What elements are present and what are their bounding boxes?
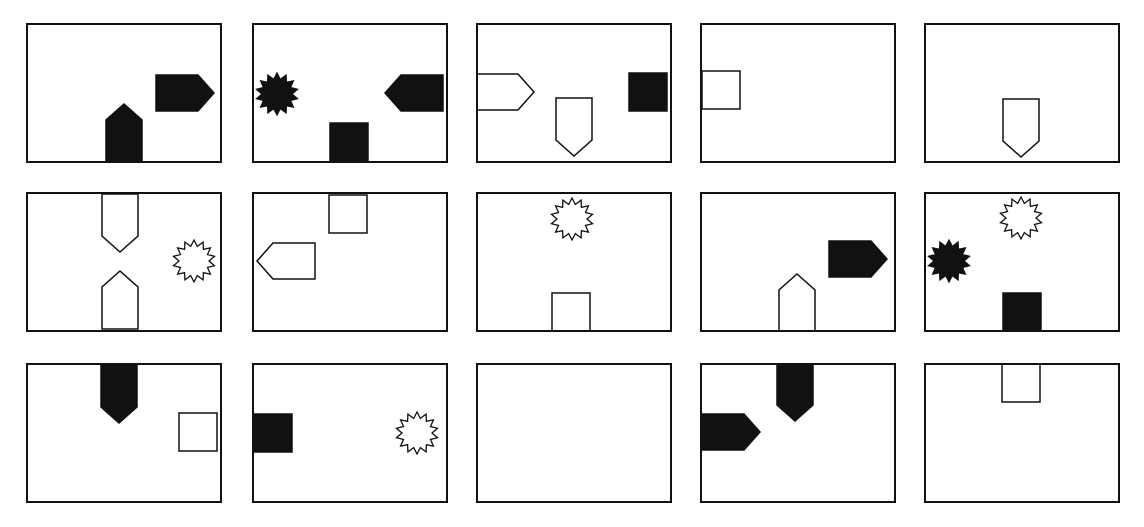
panel-border [26,192,222,332]
panel-border [26,23,222,163]
black-square [628,72,668,112]
black-square [329,122,369,162]
white-square [701,70,741,110]
white-arrow-down [555,97,593,158]
panel-border [26,363,222,503]
panel-border [252,23,448,163]
black-arrow-right [155,74,216,112]
white-starburst [550,196,594,242]
black-arrow-down [776,364,814,423]
panel-r1-c5 [924,23,1120,163]
white-arrow-left [255,242,316,280]
panel-r3-c4 [700,363,896,503]
panel-r2-c2 [252,192,448,332]
black-arrow-right [828,240,889,278]
black-arrow-up [105,102,143,162]
panel-border [924,23,1120,163]
panel-r2-c5 [924,192,1120,332]
panel-r2-c4 [700,192,896,332]
panel-r1-c1 [26,23,222,163]
white-square [328,194,368,234]
white-arrow-up [101,269,139,330]
panel-r1-c3 [476,23,672,163]
panel-border [700,23,896,163]
panel-r1-c2 [252,23,448,163]
white-square [1001,364,1041,403]
panel-r3-c1 [26,363,222,503]
white-square [178,412,218,452]
white-starburst [395,410,439,456]
white-arrow-up [778,272,816,331]
white-arrow-down [1002,98,1040,159]
panel-frame [476,363,672,503]
panel-border [700,192,896,332]
panel-border [252,363,448,503]
black-arrow-left [383,74,444,112]
panel-r2-c3 [476,192,672,332]
black-starburst [927,238,971,284]
black-square [253,413,293,453]
white-starburst [172,238,216,284]
panel-r1-c4 [700,23,896,163]
white-square [551,292,591,331]
panel-r3-c2 [252,363,448,503]
panel-border [476,23,672,163]
panel-border [700,363,896,503]
panel-r2-c1 [26,192,222,332]
white-starburst [999,195,1043,241]
black-starburst [255,71,299,117]
panel-border [252,192,448,332]
black-square [1002,292,1042,331]
panel-border [476,192,672,332]
panel-border [924,192,1120,332]
white-arrow-right [477,73,536,111]
panel-border [476,363,672,503]
panel-r3-c5 [924,363,1120,503]
panel-r3-c3 [476,363,672,503]
panel-border [924,363,1120,503]
